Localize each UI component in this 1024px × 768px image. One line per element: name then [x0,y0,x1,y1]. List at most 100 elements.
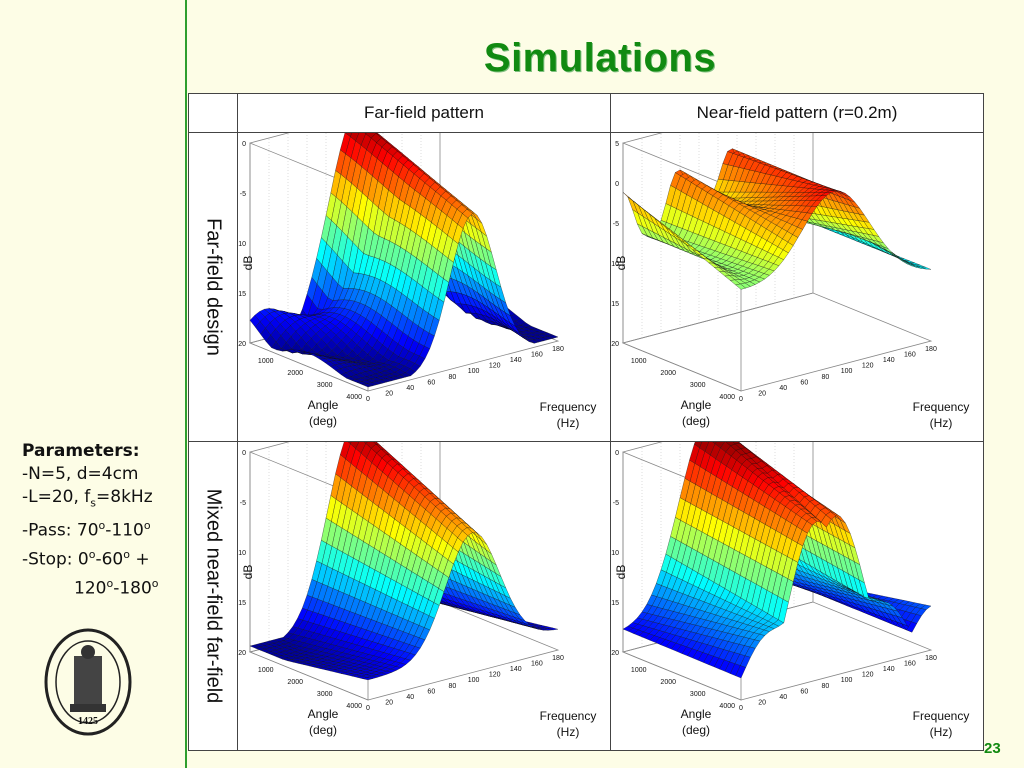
parameters-heading: Parameters: [22,441,140,461]
angle-tick-label: 120 [862,672,874,679]
angle-tick-label: 100 [841,677,853,684]
angle-tick-label: 160 [904,661,916,668]
angle-tick-label: 60 [800,379,808,386]
db-tick-label: -15 [238,600,246,607]
angle-tick-label: 60 [800,688,808,695]
angle-axis-label: Angle [681,398,712,412]
freq-tick-label: 1000 [631,667,647,674]
freq-tick-label: 2000 [287,370,303,377]
db-tick-label: 0 [615,181,619,188]
db-axis-label: dB [614,256,628,271]
angle-tick-label: 160 [904,352,916,359]
frequency-axis-label: Frequency [913,400,970,414]
angle-tick-label: 0 [739,396,743,403]
freq-tick-label: 1000 [258,358,274,365]
parameters-block: Parameters: -N=5, d=4cm -L=20, fs=8kHz -… [22,440,159,600]
angle-tick-label: 140 [510,666,522,673]
frequency-axis-unit: (Hz) [930,725,953,739]
param-n-d: -N=5, d=4cm [22,464,139,484]
surface-plot-mixed-near: 0 -5 -10 -15 -20 1000 2000 3000 4000 0 20 40 60 80 100… [611,442,970,739]
angle-axis-unit: (deg) [682,723,710,737]
freq-tick-label: 4000 [346,703,362,710]
db-tick-label: -5 [240,500,246,507]
university-seal-icon: 1425 [44,628,132,736]
angle-tick-label: 180 [925,655,937,662]
angle-tick-label: 120 [862,363,874,370]
freq-tick-label: 4000 [346,394,362,401]
db-tick-label: 0 [242,450,246,457]
col-header-far-field: Far-field pattern [237,93,611,133]
col-header-near-field: Near-field pattern (r=0.2m) [610,93,984,133]
frequency-axis-label: Frequency [540,709,597,723]
angle-axis-label: Angle [681,707,712,721]
freq-tick-label: 3000 [317,691,333,698]
db-axis-label: dB [241,565,255,580]
db-tick-label: 0 [242,141,246,148]
corner-cell [188,93,238,133]
db-tick-label: -10 [238,550,246,557]
angle-tick-label: 20 [758,390,766,397]
surface-plot-mixed-far: 0 -5 -10 -15 -20 1000 2000 3000 4000 0 20 40 60 80 100… [238,442,597,739]
freq-tick-label: 3000 [690,382,706,389]
angle-tick-label: 80 [449,683,457,690]
angle-tick-label: 160 [531,661,543,668]
angle-tick-label: 60 [427,688,435,695]
angle-tick-label: 100 [841,368,853,375]
surface-plot-far-near: 5 0 -5 -10 -15 -20 1000 2000 3000 4000 0 20 40 60 80 10… [611,133,970,430]
freq-tick-label: 4000 [719,703,735,710]
angle-axis-unit: (deg) [309,723,337,737]
plot-cell-2: 5 0 -5 -10 -15 -20 1000 2000 3000 4000 0 20 40 60 80 10… [610,132,984,442]
db-tick-label: -15 [611,600,619,607]
db-tick-label: 5 [615,141,619,148]
angle-tick-label: 180 [925,346,937,353]
db-tick-label: -5 [240,191,246,198]
freq-tick-label: 1000 [258,667,274,674]
frequency-axis-unit: (Hz) [930,416,953,430]
frequency-axis-label: Frequency [913,709,970,723]
plot-cell-4: 0 -5 -10 -15 -20 1000 2000 3000 4000 0 20 40 60 80 100… [610,441,984,751]
angle-tick-label: 80 [822,683,830,690]
param-stop: -Stop: 0o-60o + [22,548,150,570]
db-tick-label: -15 [238,291,246,298]
divider-line [185,0,187,768]
angle-tick-label: 20 [758,699,766,706]
frequency-axis-label: Frequency [540,400,597,414]
freq-tick-label: 3000 [690,691,706,698]
frequency-axis-unit: (Hz) [557,725,580,739]
plot-cell-1: 0 -5 -10 -15 -20 1000 2000 3000 4000 0 20 40 60 80 100… [237,132,611,442]
svg-text:1425: 1425 [78,716,98,727]
freq-tick-label: 2000 [660,679,676,686]
angle-tick-label: 180 [552,655,564,662]
db-axis-label: dB [241,256,255,271]
db-tick-label: -10 [611,550,619,557]
freq-tick-label: 2000 [287,679,303,686]
row-header-mixed-design: Mixed near-field far-field [188,441,238,751]
db-tick-label: -15 [611,301,619,308]
angle-tick-label: 80 [822,374,830,381]
freq-tick-label: 2000 [660,370,676,377]
angle-tick-label: 160 [531,352,543,359]
surface-plot-far-far: 0 -5 -10 -15 -20 1000 2000 3000 4000 0 20 40 60 80 100… [238,133,597,430]
angle-tick-label: 20 [385,699,393,706]
angle-axis-label: Angle [308,398,339,412]
param-stop-2: 120o-180o [74,576,159,599]
freq-tick-label: 4000 [719,394,735,401]
angle-tick-label: 120 [489,672,501,679]
angle-tick-label: 0 [366,705,370,712]
angle-tick-label: 20 [385,390,393,397]
frequency-axis-unit: (Hz) [557,416,580,430]
angle-tick-label: 120 [489,363,501,370]
angle-tick-label: 40 [406,694,414,701]
db-tick-label: -5 [613,221,619,228]
angle-tick-label: 40 [779,385,787,392]
plot-cell-3: 0 -5 -10 -15 -20 1000 2000 3000 4000 0 20 40 60 80 100… [237,441,611,751]
row-header-far-field-design: Far-field design [188,132,238,442]
db-axis-label: dB [614,565,628,580]
angle-tick-label: 0 [739,705,743,712]
angle-axis-label: Angle [308,707,339,721]
db-tick-label: -20 [238,341,246,348]
angle-tick-label: 140 [883,666,895,673]
db-tick-label: -10 [238,241,246,248]
angle-tick-label: 0 [366,396,370,403]
db-tick-label: -20 [611,341,619,348]
